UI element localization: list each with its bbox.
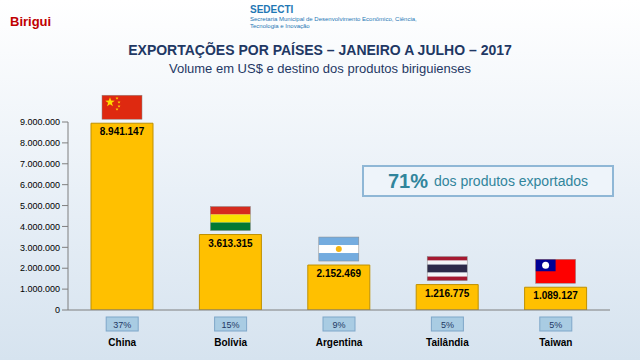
svg-text:China: China (108, 337, 136, 348)
svg-text:1.216.775: 1.216.775 (425, 288, 470, 299)
svg-text:4.000.000: 4.000.000 (20, 222, 60, 232)
svg-text:2.152.469: 2.152.469 (317, 268, 362, 279)
html-text:Birigui: Birigui (10, 14, 52, 29)
svg-text:5%: 5% (549, 320, 562, 330)
svg-text:9%: 9% (332, 320, 345, 330)
svg-text:1.000.000: 1.000.000 (20, 284, 60, 294)
svg-text:6.000.000: 6.000.000 (20, 180, 60, 190)
svg-text:15%: 15% (222, 320, 240, 330)
svg-text:7.000.000: 7.000.000 (20, 159, 60, 169)
svg-text:Bolívia: Bolívia (214, 337, 247, 348)
svg-text:5.000.000: 5.000.000 (20, 201, 60, 211)
html-text:71% dos produtos exportados: 71% dos produtos exportados (387, 169, 589, 192)
svg-text:1.089.127: 1.089.127 (533, 290, 578, 301)
svg-text:5%: 5% (441, 320, 454, 330)
svg-text:8.000.000: 8.000.000 (20, 138, 60, 148)
svg-text:3.000.000: 3.000.000 (20, 243, 60, 253)
svg-text:Tailândia: Tailândia (426, 337, 469, 348)
svg-text:37%: 37% (113, 320, 131, 330)
svg-text:2.000.000: 2.000.000 (20, 263, 60, 273)
svg-text:3.613.315: 3.613.315 (208, 238, 253, 249)
html-text:Secretaria Municipal de Desenv: Secretaria Municipal de Desenvolvimento … (250, 16, 417, 29)
html-text:Volume em US$ e destino dos pr: Volume em US$ e destino dos produtos bir… (169, 61, 471, 76)
svg-text:9.000.000: 9.000.000 (20, 117, 60, 127)
svg-text:0: 0 (55, 305, 60, 315)
svg-text:8.941.147: 8.941.147 (100, 126, 145, 137)
svg-text:Taiwan: Taiwan (539, 337, 572, 348)
svg-text:Argentina: Argentina (316, 337, 363, 348)
html-text:SEDECTI: SEDECTI (250, 4, 294, 15)
html-text:EXPORTAÇÕES POR PAÍSES – JANEI: EXPORTAÇÕES POR PAÍSES – JANEIRO A JULHO… (128, 42, 512, 58)
